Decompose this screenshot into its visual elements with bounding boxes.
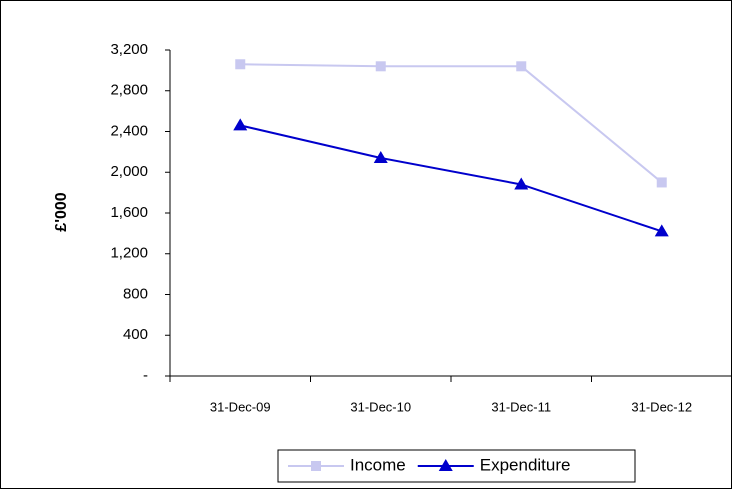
marker [375, 61, 386, 72]
y-tick-label: 1,600 [110, 204, 148, 221]
y-tick-label: - [143, 367, 148, 384]
y-tick-label: 3,200 [110, 41, 148, 58]
legend: Income Expenditure [277, 449, 636, 483]
series-line [240, 124, 663, 233]
y-tick-label: 1,200 [110, 245, 148, 262]
legend-label: Expenditure [480, 455, 571, 474]
y-tick-label: 2,800 [110, 82, 148, 99]
marker [235, 59, 246, 70]
x-tick-label: 31-Dec-12 [631, 399, 692, 414]
x-tick-label: 31-Dec-10 [350, 399, 411, 414]
marker [514, 177, 529, 190]
marker [233, 118, 248, 131]
series-line [240, 63, 663, 184]
x-tick-label: 31-Dec-11 [491, 399, 551, 414]
y-tick-label: 2,400 [110, 122, 148, 139]
legend-marker [438, 459, 453, 471]
legend-marker [311, 461, 321, 471]
marker [656, 177, 667, 188]
marker [654, 224, 669, 237]
marker [373, 150, 388, 163]
marker [516, 61, 527, 72]
legend-label: Income [350, 455, 406, 474]
y-tick-label: 2,000 [110, 163, 148, 180]
y-tick-label: 400 [123, 326, 148, 343]
y-tick-label: 800 [123, 285, 148, 302]
x-tick-label: 31-Dec-09 [210, 399, 271, 414]
y-axis-title: £'000 [53, 192, 70, 232]
